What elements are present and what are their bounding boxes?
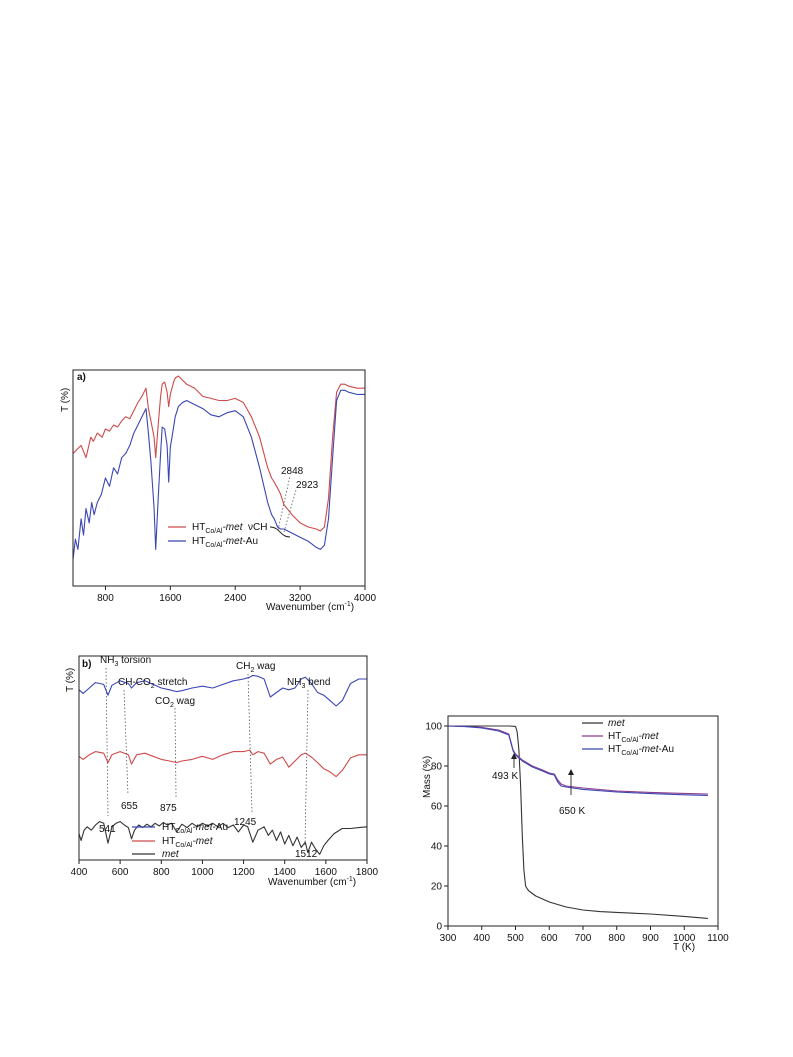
chart-c-annotation-650k: 650 K [559, 806, 585, 817]
chart-c-y-tick-label: 60 [431, 802, 443, 813]
chart-a-vch-label: νCH [248, 522, 267, 533]
chart-a-peak-label-2923: 2923 [296, 480, 319, 491]
chart-a-guide-2923 [283, 489, 297, 533]
chart-a-series-line-1 [72, 389, 365, 560]
chart-b-x-tick-label: 1400 [274, 867, 297, 878]
chart-b-y-axis-label: T (%) [65, 668, 76, 692]
chart-b-series [78, 674, 368, 855]
chart-c-annotation-493k: 493 K [492, 771, 518, 782]
chart-b-x-tick-label: 1800 [356, 867, 379, 878]
chart-b-x-tick-label: 800 [153, 867, 170, 878]
chart-b-x-tick-label: 600 [112, 867, 129, 878]
chart-c-series [447, 725, 708, 919]
chart-b-annotation-ch2-wag: CH2 wag [236, 661, 275, 674]
chart-c-x-tick-label: 300 [440, 933, 457, 944]
chart-a-plot-frame [72, 369, 366, 587]
chart-c-y-tick-label: 20 [431, 882, 443, 893]
chart-c-x-tick-label: 900 [642, 933, 659, 944]
chart-a-series [72, 375, 365, 560]
chart-c-legend-label-black: met [608, 718, 626, 729]
chart-c-legend-label-blue: HTCo/Al-met-Au [608, 744, 674, 757]
chart-c-legend: met HTCo/Al-met HTCo/Al-met-Au [582, 718, 674, 757]
chart-c-y-tick-label: 100 [425, 722, 442, 733]
chart-b-x-tick-label: 1200 [232, 867, 255, 878]
chart-b-guide-541 [105, 667, 109, 817]
chart-a-y-axis-label: T (%) [60, 388, 71, 412]
chart-c-y-tick-label: 0 [436, 922, 442, 933]
chart-c-y-axis-label: Mass (%) [422, 756, 433, 798]
chart-b-guide-875 [174, 707, 177, 798]
chart-c-x-axis-label: T (K) [673, 942, 695, 953]
chart-c-x-tick-label: 1000 [673, 933, 696, 944]
chart-c-x-axis: 300 400 500 600 700 800 900 1000 1100 [440, 926, 729, 944]
chart-c-series-line-1 [447, 725, 708, 795]
chart-a-x-tick-label: 1600 [159, 593, 182, 604]
chart-b-annotation-ch-co2-stretch: CH-CO2 stretch [118, 677, 187, 690]
chart-c-y-tick-label: 40 [431, 842, 443, 853]
chart-b-annotation-nh3-bend: NH3 bend [287, 677, 330, 690]
chart-b-panel-label: b) [82, 659, 91, 670]
chart-a-peak-label-2848: 2848 [281, 466, 304, 477]
chart-b-peak-label-541: 541 [99, 824, 116, 835]
chart-b-guide-1512 [304, 689, 309, 846]
chart-c-x-tick-label: 700 [575, 933, 592, 944]
chart-b-legend-label-red: HTCo/Al-met [162, 836, 214, 849]
chart-b-x-tick-label: 1000 [191, 867, 214, 878]
chart-a-guide-2848 [277, 475, 291, 531]
chart-a-legend-label-red: HTCo/Al-met [192, 522, 244, 535]
chart-b-guide-1245 [247, 673, 253, 813]
chart-b-series-line-1 [78, 749, 367, 778]
chart-c-x-tick-label: 400 [473, 933, 490, 944]
chart-a-legend-label-blue: HTCo/Al-met-Au [192, 536, 258, 549]
chart-c-arrowhead-650k [568, 769, 574, 775]
chart-c-x-tick-label: 1100 [707, 933, 729, 944]
chart-a-x-axis-label: Wavenumber (cm-1) [266, 601, 354, 613]
chart-a-x-tick-label: 4000 [354, 593, 377, 604]
chart-c-x-tick-label: 800 [608, 933, 625, 944]
chart-c-legend-label-purple: HTCo/Al-met [608, 731, 660, 744]
chart-b-series-line-2 [78, 821, 368, 855]
chart-a-legend: HTCo/Al-met HTCo/Al-met-Au [168, 522, 258, 549]
chart-c-x-tick-label: 600 [541, 933, 558, 944]
chart-b-legend-label-black: met [162, 849, 180, 860]
chart-a-x-axis: 800 1600 2400 3200 4000 [97, 586, 377, 604]
chart-b-legend: HTCo/Al-met-Au HTCo/Al-met met [132, 822, 228, 860]
chart-a-series-line-0 [72, 375, 365, 532]
chart-b-guide-655 [123, 689, 129, 796]
chart-b-peak-label-875: 875 [160, 803, 177, 814]
chart-c-series-line-0 [448, 725, 708, 919]
chart-b-series-line-0 [78, 674, 367, 707]
chart-b-legend-label-blue: HTCo/Al-met-Au [162, 822, 228, 835]
chart-a-x-tick-label: 2400 [224, 593, 247, 604]
chart-a-vch-bracket [269, 526, 291, 538]
chart-c-y-axis: 0 20 40 60 80 100 [425, 722, 448, 933]
chart-b-peak-label-1245: 1245 [234, 817, 257, 828]
chart-c-x-tick-label: 500 [507, 933, 524, 944]
chart-a-x-tick-label: 3200 [289, 593, 312, 604]
chart-c-series-line-2 [447, 725, 708, 796]
chart-b-annotation-co2-wag: CO2 wag [155, 696, 195, 709]
chart-b-x-axis: 400 600 800 1000 1200 1400 1600 1800 [71, 860, 379, 878]
chart-a-x-tick-label: 800 [97, 593, 114, 604]
chart-b-x-axis-label: Wavenumber (cm-1) [268, 876, 356, 888]
chart-b-annotation-nh3-torsion: NH3 torsion [100, 655, 151, 668]
chart-b-plot-frame [78, 655, 368, 861]
chart-c-plot-frame [447, 715, 719, 927]
chart-c-arrowhead-493k [511, 753, 517, 759]
chart-a-panel-label: a) [77, 372, 86, 383]
chart-b-x-tick-label: 1600 [315, 867, 338, 878]
chart-b-x-tick-label: 400 [71, 867, 88, 878]
chart-c-y-tick-label: 80 [431, 762, 443, 773]
chart-b-peak-label-655: 655 [121, 801, 138, 812]
chart-b-peak-label-1512: 1512 [295, 849, 318, 860]
